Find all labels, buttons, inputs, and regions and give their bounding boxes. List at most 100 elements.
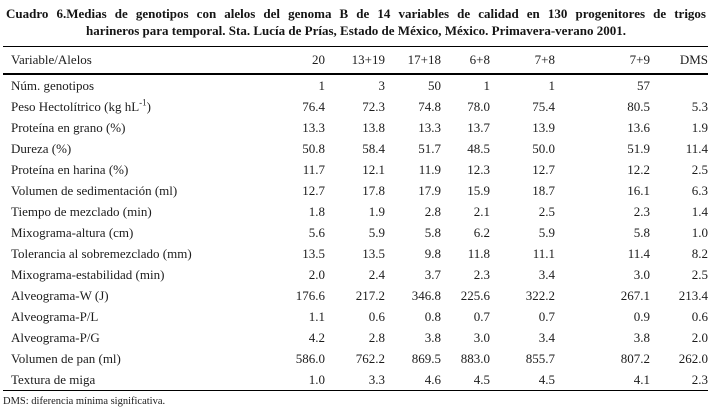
cell-value: 11.8 — [467, 246, 490, 261]
row-label: Dureza (%) — [11, 141, 72, 156]
cell-value: 13.6 — [627, 120, 650, 135]
table-row: Alveograma-W (J) 176.6 217.2 346.8 225.6 322.… — [3, 285, 708, 306]
cell-value: 13.5 — [302, 246, 325, 261]
cell-value: 51.9 — [627, 141, 650, 156]
cell-value: 3 — [378, 78, 386, 93]
cell-value: 1 — [318, 78, 326, 93]
cell-value: 2.3 — [473, 267, 490, 282]
table-row: Tolerancia al sobremezclado (mm) 13.5 13.5… — [3, 243, 708, 264]
cell-value: 11.1 — [532, 246, 555, 261]
column-header: 13+19 — [351, 52, 385, 67]
cell-value: 586.0 — [295, 351, 325, 366]
row-label: Mixograma-altura (cm) — [11, 225, 134, 240]
cell-value: 267.1 — [620, 288, 650, 303]
cell-value: 225.6 — [460, 288, 490, 303]
cell-value: 2.1 — [473, 204, 490, 219]
cell-value: 2.0 — [308, 267, 325, 282]
table-row: Dureza (%) 50.8 58.4 51.7 48.5 50.0 51.9 11.4 — [3, 138, 708, 159]
cell-value: 3.0 — [633, 267, 650, 282]
cell-value: 50.8 — [302, 141, 325, 156]
cell-value: 75.4 — [532, 99, 555, 114]
cell-value: 1.4 — [691, 204, 708, 219]
row-label: Volumen de pan (ml) — [11, 351, 121, 366]
cell-value: 13.3 — [418, 120, 441, 135]
cell-value: 762.2 — [355, 351, 385, 366]
column-header-variable: Variable/Alelos — [11, 52, 92, 67]
cell-value: 6.3 — [691, 183, 708, 198]
cell-value: 13.8 — [362, 120, 385, 135]
table-footnote: DMS: diferencia mínima significativa. — [3, 396, 166, 407]
cell-value: 12.2 — [627, 162, 650, 177]
row-label: Peso Hectolítrico (kg hL-1) — [11, 97, 152, 114]
row-label: Alveograma-W (J) — [11, 288, 109, 303]
cell-value: 5.8 — [633, 225, 650, 240]
cell-value: 262.0 — [678, 351, 708, 366]
cell-value: 5.9 — [368, 225, 385, 240]
row-label: Núm. genotipos — [11, 78, 95, 93]
cell-value: 2.0 — [691, 330, 708, 345]
cell-value: 3.7 — [424, 267, 441, 282]
table-caption: Cuadro 6.Medias de genotipos con alelos … — [0, 0, 712, 39]
cell-value: 1 — [548, 78, 556, 93]
cell-value: 17.9 — [418, 183, 441, 198]
cell-value: 1 — [483, 78, 491, 93]
cell-value: 0.7 — [473, 309, 490, 324]
cell-value: 78.0 — [467, 99, 490, 114]
column-header: 6+8 — [469, 52, 490, 67]
cell-value: 48.5 — [467, 141, 490, 156]
row-label: Mixograma-estabilidad (min) — [11, 267, 165, 282]
cell-value: 869.5 — [411, 351, 441, 366]
cell-value: 0.6 — [691, 309, 708, 324]
cell-value: 15.9 — [467, 183, 490, 198]
table-row: Alveograma-P/G 4.2 2.8 3.8 3.0 3.4 3.8 2.0 — [3, 327, 708, 348]
table-row: Textura de miga 1.0 3.3 4.6 4.5 4.5 4.1 2.3 — [3, 369, 708, 391]
row-label: Proteína en grano (%) — [11, 120, 126, 135]
caption-line-1: Cuadro 6.Medias de genotipos con alelos … — [6, 6, 706, 21]
cell-value: 4.6 — [424, 372, 441, 387]
cell-value: 213.4 — [678, 288, 708, 303]
cell-value: 11.7 — [302, 162, 325, 177]
cell-value: 57 — [637, 78, 650, 93]
cell-value: 5.3 — [691, 99, 708, 114]
cell-value: 1.8 — [308, 204, 325, 219]
row-label: Tolerancia al sobremezclado (mm) — [11, 246, 192, 261]
cell-value: 3.8 — [424, 330, 441, 345]
cell-value: 11.9 — [418, 162, 441, 177]
cell-value: 13.5 — [362, 246, 385, 261]
data-table: Variable/Alelos 20 13+19 17+18 6+8 7+8 7+9 DMS … — [3, 46, 708, 391]
cell-value: 0.7 — [538, 309, 555, 324]
cell-value: 0.6 — [368, 309, 385, 324]
row-label: Alveograma-P/G — [11, 330, 100, 345]
column-header: 20 — [312, 52, 325, 67]
cell-value: 346.8 — [411, 288, 441, 303]
column-header: DMS — [679, 52, 708, 67]
cell-value: 3.3 — [368, 372, 385, 387]
row-label: Alveograma-P/L — [11, 309, 99, 324]
cell-value: 2.5 — [691, 162, 708, 177]
cell-value: 8.2 — [691, 246, 708, 261]
cell-value: 80.5 — [627, 99, 650, 114]
cell-value: 0.8 — [424, 309, 441, 324]
cell-value: 2.4 — [368, 267, 385, 282]
table-row: Peso Hectolítrico (kg hL-1) 76.4 72.3 74.8 7… — [3, 96, 708, 117]
cell-value: 1.0 — [691, 225, 708, 240]
cell-value: 2.8 — [368, 330, 385, 345]
table-row: Proteína en grano (%) 13.3 13.8 13.3 13.7 13.… — [3, 117, 708, 138]
cell-value: 3.0 — [473, 330, 490, 345]
table-row: Volumen de pan (ml) 586.0 762.2 869.5 883.0 8… — [3, 348, 708, 369]
table-row: Mixograma-altura (cm) 5.6 5.9 5.8 6.2 5.9 5.8 1… — [3, 222, 708, 243]
table-row: Alveograma-P/L 1.1 0.6 0.8 0.7 0.7 0.9 0.6 — [3, 306, 708, 327]
cell-value: 322.2 — [525, 288, 555, 303]
column-header: 17+18 — [407, 52, 441, 67]
cell-value: 4.5 — [473, 372, 490, 387]
cell-value: 50.0 — [532, 141, 555, 156]
cell-value: 217.2 — [355, 288, 385, 303]
cell-value: 51.7 — [418, 141, 441, 156]
table-header-row: Variable/Alelos 20 13+19 17+18 6+8 7+8 7+9 DMS — [3, 46, 708, 74]
cell-value: 807.2 — [620, 351, 650, 366]
cell-value: 18.7 — [532, 183, 555, 198]
cell-value: 4.2 — [308, 330, 325, 345]
cell-value: 4.1 — [633, 372, 650, 387]
cell-value: 2.3 — [633, 204, 650, 219]
